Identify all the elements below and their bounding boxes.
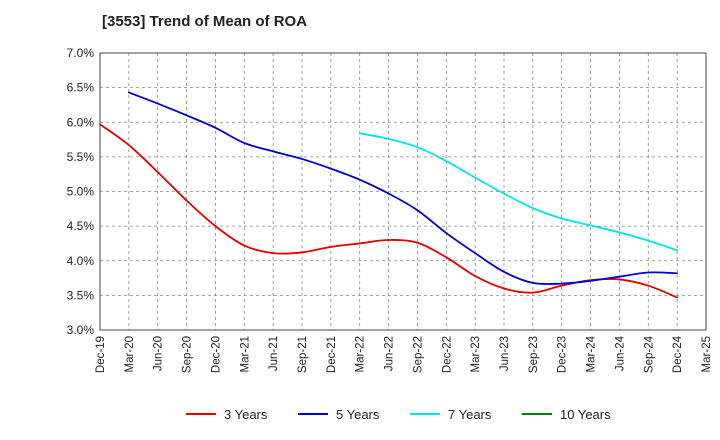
x-tick-label: Dec-23 bbox=[557, 336, 569, 373]
plot-frame bbox=[99, 52, 707, 331]
x-tick-label: Mar-20 bbox=[124, 336, 136, 372]
legend-label: 7 Years bbox=[448, 407, 492, 422]
x-tick-label: Jun-20 bbox=[153, 336, 165, 371]
series-line-5-years bbox=[127, 91, 679, 286]
x-tick-label: Jun-22 bbox=[384, 336, 396, 371]
x-tick-label: Sep-24 bbox=[643, 335, 655, 373]
x-tick-label: Mar-23 bbox=[470, 336, 482, 372]
y-tick-label: 3.5% bbox=[67, 288, 95, 302]
x-tick-label: Sep-21 bbox=[297, 336, 309, 373]
series-line-7-years bbox=[358, 132, 679, 252]
x-axis-ticks: Dec-19 Mar-20 Jun-20 Sep-20 Dec-20 Mar-21 Jun-… bbox=[95, 335, 713, 373]
x-tick-label: Sep-22 bbox=[412, 336, 424, 373]
series-layer bbox=[99, 91, 679, 299]
x-tick-label: Sep-23 bbox=[528, 336, 540, 373]
grid-layer bbox=[100, 53, 706, 330]
x-tick-label: Dec-21 bbox=[326, 336, 338, 373]
chart-title: [3553] Trend of Mean of ROA bbox=[102, 13, 307, 30]
legend-label: 3 Years bbox=[224, 407, 268, 422]
y-tick-label: 3.0% bbox=[67, 323, 95, 337]
legend-item: 3 Years bbox=[186, 407, 268, 422]
x-tick-label: Jun-24 bbox=[614, 335, 626, 371]
x-tick-label: Dec-22 bbox=[441, 336, 453, 373]
x-tick-label: Mar-25 bbox=[701, 336, 713, 372]
x-tick-label: Mar-24 bbox=[586, 335, 598, 372]
x-tick-label: Jun-23 bbox=[499, 336, 511, 371]
y-tick-label: 6.0% bbox=[67, 115, 95, 129]
x-tick-label: Mar-22 bbox=[355, 336, 367, 372]
y-tick-label: 6.5% bbox=[67, 81, 95, 95]
legend-item: 7 Years bbox=[410, 407, 492, 422]
legend-label: 10 Years bbox=[560, 407, 611, 422]
y-axis-ticks: 3.0% 3.5% 4.0% 4.5% 5.0% 5.5% 6.0% 6.5% 7.0% bbox=[67, 46, 95, 337]
x-tick-label: Jun-21 bbox=[268, 336, 280, 371]
x-tick-label: Dec-24 bbox=[672, 335, 684, 373]
x-tick-label: Dec-19 bbox=[95, 336, 107, 373]
y-tick-label: 5.0% bbox=[67, 185, 95, 199]
x-tick-label: Sep-20 bbox=[182, 336, 194, 373]
legend-label: 5 Years bbox=[336, 407, 380, 422]
legend: 3 Years 5 Years 7 Years 10 Years bbox=[186, 407, 611, 422]
legend-item: 10 Years bbox=[522, 407, 611, 422]
y-tick-label: 7.0% bbox=[67, 46, 95, 60]
y-tick-label: 5.5% bbox=[67, 150, 95, 164]
x-tick-label: Dec-20 bbox=[210, 336, 222, 373]
legend-item: 5 Years bbox=[298, 407, 380, 422]
x-tick-label: Mar-21 bbox=[239, 336, 251, 372]
y-tick-label: 4.5% bbox=[67, 219, 95, 233]
y-tick-label: 4.0% bbox=[67, 254, 95, 268]
